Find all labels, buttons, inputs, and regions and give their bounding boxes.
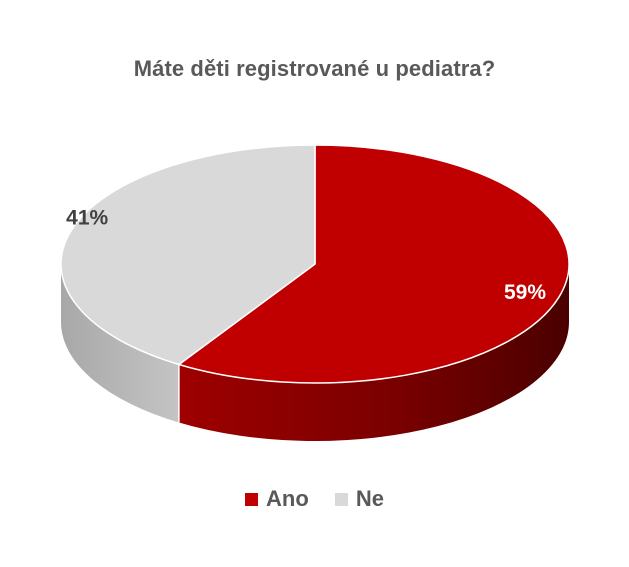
- pie-labels: 59% 41%: [66, 206, 546, 304]
- legend-label-ne: Ne: [355, 486, 384, 511]
- pie-side-ne: [61, 264, 179, 423]
- pie-sides: [61, 264, 569, 441]
- legend-swatch-ano: [245, 492, 259, 506]
- legend-item-ne: Ne: [334, 486, 384, 512]
- legend-label-ano: Ano: [266, 486, 309, 511]
- pie-slice-ano: [178, 144, 570, 384]
- legend-item-ano: Ano: [245, 486, 309, 512]
- chart-title: Máte děti registrované u pediatra?: [133, 56, 496, 81]
- legend-swatch-ne: [334, 492, 348, 506]
- legend: Ano Ne: [0, 486, 629, 512]
- data-label-ne: 41%: [66, 206, 108, 229]
- data-label-ano: 59%: [504, 281, 546, 304]
- pie-side-ano: [178, 264, 569, 441]
- pie-tops: [60, 144, 570, 384]
- pie-slice-ne: [60, 144, 316, 366]
